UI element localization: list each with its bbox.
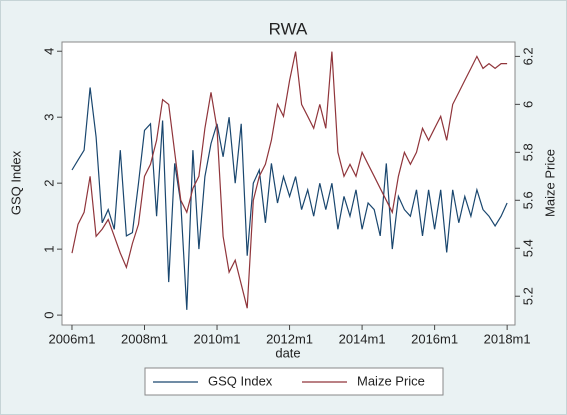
x-tick-label: 2008m1 <box>121 331 168 346</box>
y2-tick-label: 5.6 <box>520 191 535 209</box>
legend-label: GSQ Index <box>208 373 273 388</box>
series-line <box>71 87 508 310</box>
y-tick-label: 1 <box>41 246 56 253</box>
y2-tick-label: 5.8 <box>520 143 535 161</box>
y2-tick-label: 6 <box>520 101 535 108</box>
y-tick-label: 0 <box>41 311 56 318</box>
series-line <box>71 51 508 309</box>
y-tick-label: 3 <box>41 114 56 121</box>
x-tick-label: 2016m1 <box>411 331 458 346</box>
y-axis-title: GSQ Index <box>8 150 23 215</box>
x-tick-label: 2018m1 <box>484 331 531 346</box>
y2-tick-label: 5.2 <box>520 287 535 305</box>
x-tick-label: 2014m1 <box>339 331 386 346</box>
y2-tick-label: 6.2 <box>520 47 535 65</box>
y-tick-label: 4 <box>41 48 56 55</box>
chart-title: RWA <box>269 19 308 38</box>
legend-label: Maize Price <box>357 373 425 388</box>
x-tick-label: 2010m1 <box>194 331 241 346</box>
x-axis-title: date <box>275 345 300 360</box>
x-tick-label: 2012m1 <box>266 331 313 346</box>
y2-tick-label: 5.4 <box>520 239 535 257</box>
y-tick-label: 2 <box>41 180 56 187</box>
y2-axis-title: Maize Price <box>542 149 557 217</box>
x-tick-label: 2006m1 <box>48 331 95 346</box>
